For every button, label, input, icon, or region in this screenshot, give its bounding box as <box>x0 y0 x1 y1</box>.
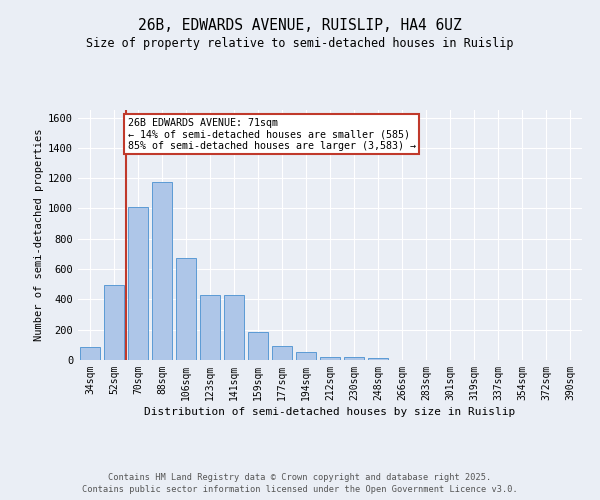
Bar <box>176 258 196 360</box>
Bar <box>296 352 316 360</box>
Text: Contains public sector information licensed under the Open Government Licence v3: Contains public sector information licen… <box>82 485 518 494</box>
Bar <box>368 358 388 360</box>
Bar <box>80 346 100 360</box>
Bar <box>224 294 244 360</box>
Text: 26B, EDWARDS AVENUE, RUISLIP, HA4 6UZ: 26B, EDWARDS AVENUE, RUISLIP, HA4 6UZ <box>138 18 462 32</box>
Bar <box>200 294 220 360</box>
Text: 26B EDWARDS AVENUE: 71sqm
← 14% of semi-detached houses are smaller (585)
85% of: 26B EDWARDS AVENUE: 71sqm ← 14% of semi-… <box>128 118 416 151</box>
Bar <box>152 182 172 360</box>
X-axis label: Distribution of semi-detached houses by size in Ruislip: Distribution of semi-detached houses by … <box>145 407 515 417</box>
Bar <box>248 332 268 360</box>
Bar <box>320 358 340 360</box>
Bar <box>104 284 124 360</box>
Text: Size of property relative to semi-detached houses in Ruislip: Size of property relative to semi-detach… <box>86 38 514 51</box>
Text: Contains HM Land Registry data © Crown copyright and database right 2025.: Contains HM Land Registry data © Crown c… <box>109 472 491 482</box>
Bar <box>272 346 292 360</box>
Bar <box>128 206 148 360</box>
Y-axis label: Number of semi-detached properties: Number of semi-detached properties <box>34 128 44 341</box>
Bar <box>344 357 364 360</box>
